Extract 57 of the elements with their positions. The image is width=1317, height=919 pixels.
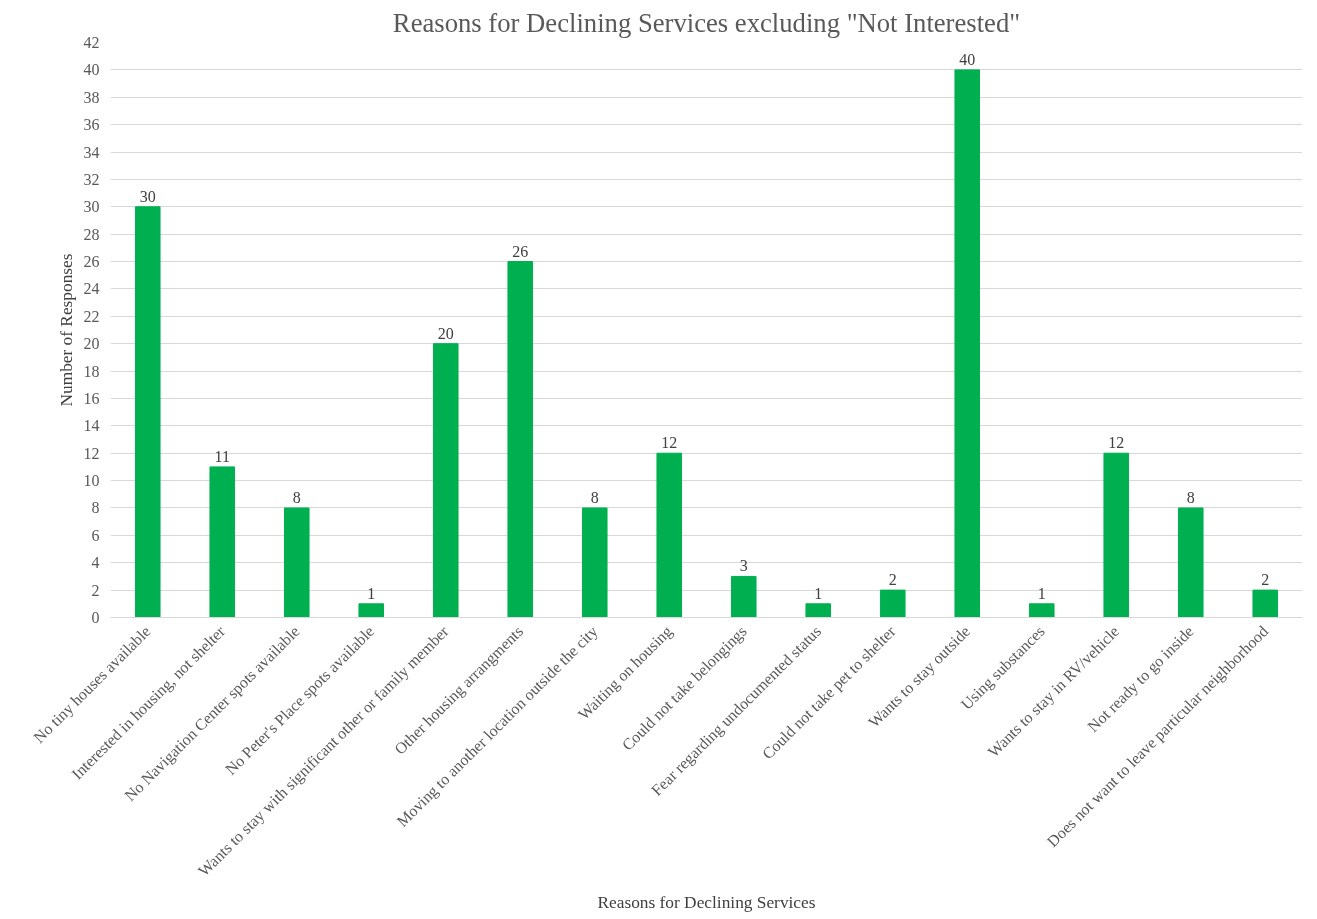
x-axis-title: Reasons for Declining Services [597, 893, 816, 913]
data-label: 26 [512, 242, 529, 260]
y-tick-label: 12 [83, 444, 100, 462]
y-tick-label: 38 [83, 88, 100, 106]
data-label: 30 [139, 187, 156, 205]
chart-title: Reasons for Declining Services excluding "Not Interested" [392, 7, 1021, 38]
data-label: 40 [959, 50, 976, 68]
y-tick-label: 10 [83, 472, 100, 490]
bar [879, 589, 906, 618]
bar [1028, 603, 1055, 618]
data-label: 8 [292, 488, 301, 506]
bar [730, 575, 757, 618]
y-tick-label: 0 [91, 609, 100, 626]
y-tick-label: 6 [91, 526, 100, 544]
y-tick-label: 32 [83, 170, 100, 188]
y-tick-label: 20 [83, 335, 100, 353]
bar [507, 261, 534, 618]
y-tick-label: 28 [83, 225, 100, 243]
y-tick-label: 40 [83, 61, 100, 79]
bar [209, 466, 236, 618]
data-label: 1 [814, 584, 823, 602]
bar [283, 507, 310, 618]
data-label: 11 [214, 447, 230, 465]
bar [1252, 589, 1279, 618]
y-tick-label: 24 [83, 280, 100, 298]
bar [134, 206, 161, 618]
data-label: 8 [1186, 488, 1195, 506]
y-axis-title: Number of Responses [56, 253, 76, 407]
bar [358, 603, 385, 618]
bar [581, 507, 608, 618]
data-label: 3 [739, 557, 748, 575]
y-tick-label: 30 [83, 198, 100, 216]
data-label: 2 [1261, 571, 1270, 589]
data-label: 2 [888, 571, 897, 589]
data-label: 20 [437, 324, 454, 342]
y-tick-label: 42 [83, 34, 100, 51]
y-tick-label: 26 [83, 253, 100, 271]
bar [1103, 452, 1130, 618]
y-tick-label: 36 [83, 116, 100, 134]
y-tick-label: 14 [83, 417, 100, 435]
y-tick-label: 8 [91, 499, 100, 517]
y-tick-label: 22 [83, 307, 100, 325]
y-tick-label: 18 [83, 362, 100, 380]
data-label: 1 [1037, 584, 1046, 602]
y-tick-label: 2 [91, 581, 100, 599]
y-tick-label: 4 [91, 554, 100, 572]
y-tick-label: 16 [83, 389, 100, 407]
data-label: 12 [661, 434, 678, 452]
data-label: 1 [367, 584, 376, 602]
bar [1177, 507, 1204, 618]
bar [805, 603, 832, 618]
y-tick-label: 34 [83, 143, 100, 161]
data-label: 12 [1108, 434, 1125, 452]
bar [432, 343, 459, 618]
bar [656, 452, 683, 618]
bar [954, 69, 981, 618]
data-label: 8 [590, 488, 599, 506]
